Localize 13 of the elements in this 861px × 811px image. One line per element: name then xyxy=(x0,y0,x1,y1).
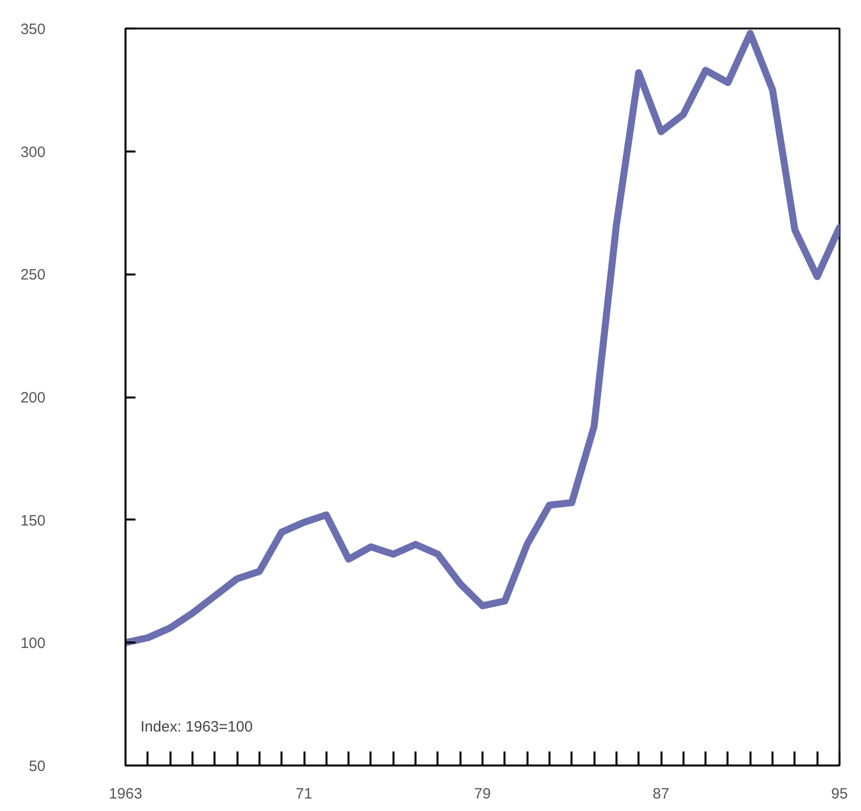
y-tick-label: 200 xyxy=(20,390,46,406)
y-tick-label: 350 xyxy=(20,21,46,38)
y-tick-label: 250 xyxy=(20,266,46,284)
x-tick-label: 79 xyxy=(474,786,491,802)
x-tick-label: 1963 xyxy=(108,786,142,802)
annotation: Index: 1963=100 xyxy=(140,718,253,736)
x-tick-label: 87 xyxy=(652,786,670,802)
y-tick-label: 100 xyxy=(20,635,46,652)
y-tick-label: 150 xyxy=(20,512,46,530)
y-tick-label: 50 xyxy=(28,758,46,775)
x-tick-label: 95 xyxy=(831,786,848,802)
x-tick-label: 71 xyxy=(296,786,312,802)
y-tick-label: 300 xyxy=(20,144,46,161)
